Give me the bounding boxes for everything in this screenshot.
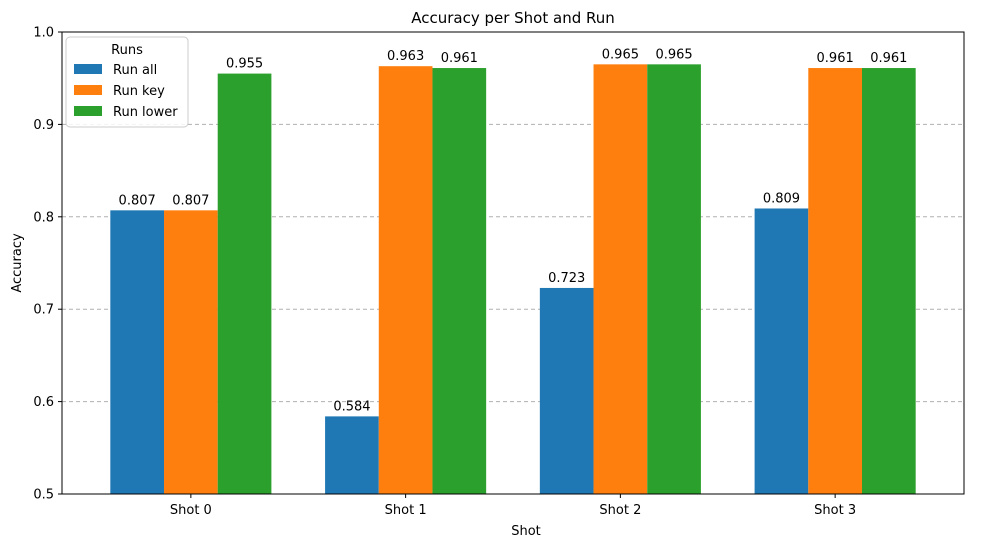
- y-axis: 0.5 0.6 0.7 0.8 0.9 1.0: [33, 26, 62, 503]
- legend: Runs Run all Run key Run lower: [65, 36, 189, 128]
- data-label: 0.723: [548, 271, 585, 286]
- x-tick-label: Shot 0: [170, 503, 212, 518]
- y-tick-label: 0.6: [33, 395, 54, 410]
- data-label: 0.807: [172, 193, 209, 208]
- data-label: 0.584: [333, 399, 370, 414]
- legend-swatch: [74, 106, 102, 116]
- data-label: 0.961: [870, 51, 907, 66]
- legend-title: Runs: [111, 43, 143, 58]
- legend-items: Run all Run key Run lower: [74, 63, 178, 120]
- y-tick-label: 0.9: [33, 118, 54, 133]
- legend-box: [65, 36, 189, 128]
- bar: [593, 64, 648, 494]
- legend-label: Run key: [113, 84, 165, 99]
- legend-label: Run all: [113, 63, 157, 78]
- bar: [808, 68, 862, 494]
- y-tick-label: 0.7: [33, 303, 54, 318]
- data-label: 0.963: [387, 49, 424, 64]
- plot-frame: [61, 31, 965, 495]
- data-label: 0.807: [119, 193, 156, 208]
- bar: [164, 210, 218, 494]
- bar: [217, 73, 272, 494]
- x-axis: Shot 0 Shot 1 Shot 2 Shot 3: [170, 494, 856, 518]
- bars-layer: [110, 64, 916, 495]
- data-label: 0.961: [441, 51, 478, 66]
- bar: [432, 68, 487, 494]
- data-label: 0.955: [226, 57, 263, 72]
- bar: [861, 68, 916, 494]
- data-label: 0.965: [602, 47, 639, 62]
- x-tick-label: Shot 2: [599, 503, 641, 518]
- data-label: 0.961: [817, 51, 854, 66]
- bar: [754, 208, 809, 494]
- y-tick-label: 0.5: [33, 488, 54, 503]
- x-axis-label: Shot: [511, 524, 541, 539]
- x-tick-label: Shot 3: [814, 503, 856, 518]
- data-labels-layer: 0.807 0.807 0.955 0.584 0.963 0.961 0.723 0.965…: [119, 47, 908, 414]
- chart-title: Accuracy per Shot and Run: [411, 9, 615, 27]
- bar: [378, 66, 433, 495]
- legend-label: Run lower: [113, 105, 178, 120]
- data-label: 0.809: [763, 191, 800, 206]
- y-tick-label: 1.0: [33, 26, 54, 41]
- legend-swatch: [74, 64, 102, 74]
- y-axis-label: Accuracy: [10, 233, 25, 293]
- bar: [325, 416, 379, 494]
- bar: [110, 210, 165, 494]
- data-label: 0.965: [655, 47, 692, 62]
- bar: [539, 287, 594, 494]
- bar: [647, 64, 701, 494]
- x-tick-label: Shot 1: [385, 503, 427, 518]
- legend-swatch: [74, 85, 102, 95]
- y-tick-label: 0.8: [33, 210, 54, 225]
